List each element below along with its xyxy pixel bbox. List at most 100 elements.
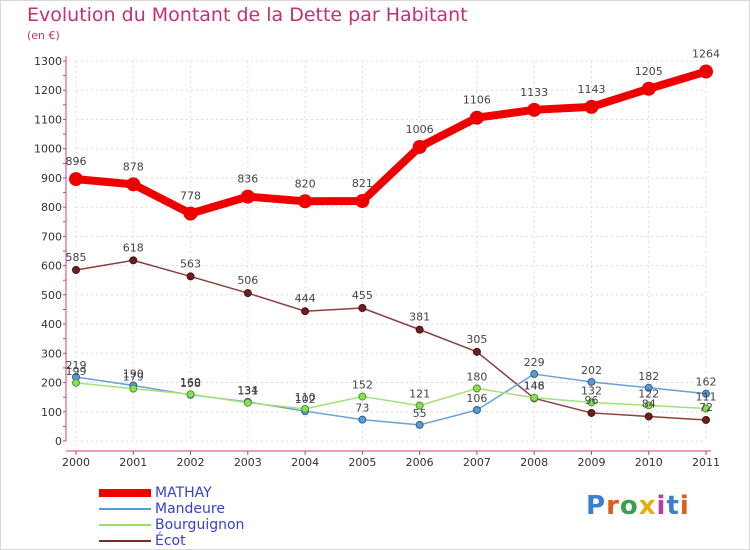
data-label: 179 — [123, 371, 144, 384]
y-tick-label: 400 — [41, 318, 62, 331]
y-tick-label: 1100 — [34, 113, 62, 126]
data-point — [587, 377, 596, 386]
data-point — [243, 289, 252, 298]
data-point — [644, 383, 653, 392]
data-label: 1106 — [463, 94, 491, 107]
data-point — [183, 206, 198, 221]
data-point — [129, 256, 138, 265]
y-tick-label: 1200 — [34, 84, 62, 97]
data-label: 148 — [524, 380, 545, 393]
data-label: 134 — [237, 384, 258, 397]
data-label: 896 — [66, 155, 87, 168]
data-label: 778 — [180, 190, 201, 203]
logo-letter: i — [656, 491, 667, 521]
data-labels-group: 896 878 778 836 820 821 1006 1106 1133 1143 1205 12… — [66, 48, 721, 420]
x-tick-label: 2007 — [463, 456, 491, 469]
x-tick-label: 2008 — [520, 456, 548, 469]
data-point — [527, 102, 542, 117]
series-line-écot — [75, 259, 707, 421]
y-tick-label: 700 — [41, 230, 62, 243]
data-point — [702, 404, 710, 413]
data-label: 820 — [295, 177, 316, 190]
data-label: 219 — [66, 359, 87, 372]
y-tick-label: 100 — [41, 406, 62, 419]
data-point — [186, 272, 195, 281]
data-label: 563 — [180, 257, 201, 270]
data-point — [644, 412, 653, 421]
data-label: 506 — [237, 274, 258, 287]
data-label: 878 — [123, 160, 144, 173]
data-label: 152 — [352, 379, 373, 392]
data-label: 202 — [581, 364, 602, 377]
y-tick-label: 900 — [41, 172, 62, 185]
data-point — [126, 177, 141, 192]
legend-swatch-bourguignon — [99, 524, 151, 526]
y-tick-label: 1000 — [34, 143, 62, 156]
data-point — [530, 393, 539, 402]
data-point — [72, 378, 80, 387]
data-label: 305 — [466, 333, 487, 346]
data-label: 1205 — [635, 65, 663, 78]
proxiti-logo: Proxiti — [586, 491, 690, 521]
data-label: 111 — [696, 391, 717, 404]
x-tick-label: 2006 — [406, 456, 434, 469]
data-label: 836 — [237, 173, 258, 186]
x-tick-label: 2000 — [62, 456, 90, 469]
data-point — [702, 415, 710, 424]
logo-letter: i — [679, 491, 690, 521]
x-tick-label: 2011 — [692, 456, 720, 469]
data-point — [472, 406, 481, 415]
data-point — [301, 307, 310, 316]
logo-letter: x — [638, 491, 657, 521]
data-point — [358, 415, 367, 424]
data-label: 182 — [638, 370, 659, 383]
data-point — [298, 194, 313, 209]
series-group — [69, 64, 713, 429]
series-line-mandeure — [75, 373, 707, 426]
y-tick-label: 500 — [41, 289, 62, 302]
data-point — [412, 139, 427, 154]
data-point — [129, 384, 138, 393]
data-point — [186, 390, 195, 399]
y-tick-label: 600 — [41, 260, 62, 273]
data-label: 618 — [123, 241, 144, 254]
x-tick-label: 2003 — [234, 456, 262, 469]
data-label: 1133 — [520, 86, 548, 99]
data-point — [472, 384, 481, 393]
data-point — [69, 172, 83, 187]
logo-letter: r — [606, 491, 620, 521]
data-label: 162 — [696, 376, 717, 389]
data-label: 132 — [581, 384, 602, 397]
axes: 0 100 200 300 400 500 600 700 800 900 1000 1100 1200… — [34, 55, 720, 469]
data-point — [472, 347, 481, 356]
data-point — [587, 398, 596, 407]
data-point — [641, 81, 656, 96]
data-point — [358, 304, 367, 312]
data-label: 1143 — [577, 83, 605, 96]
data-label: 84 — [642, 397, 656, 410]
data-label: 131 — [237, 385, 258, 398]
y-tick-label: 1300 — [34, 55, 62, 68]
x-tick-label: 2009 — [577, 456, 605, 469]
data-point — [358, 392, 367, 401]
data-point — [415, 325, 424, 334]
data-point — [644, 401, 653, 410]
data-label: 102 — [295, 393, 316, 406]
data-point — [530, 370, 539, 379]
chart-subtitle: (en €) — [27, 29, 60, 42]
series-line-mathay — [72, 67, 710, 218]
data-label: 199 — [66, 365, 87, 378]
legend-label-ecot: Écot — [155, 533, 186, 549]
data-label: 72 — [699, 401, 713, 414]
chart-title: Evolution du Montant de la Dette par Hab… — [27, 4, 468, 26]
data-label: 122 — [638, 387, 659, 400]
data-point — [72, 266, 80, 274]
y-tick-label: 800 — [41, 201, 62, 214]
data-point — [699, 64, 713, 79]
data-label: 229 — [524, 356, 545, 369]
data-label: 381 — [409, 311, 430, 324]
data-label: 585 — [66, 251, 87, 264]
data-point — [587, 408, 596, 417]
data-label: 180 — [466, 370, 487, 383]
